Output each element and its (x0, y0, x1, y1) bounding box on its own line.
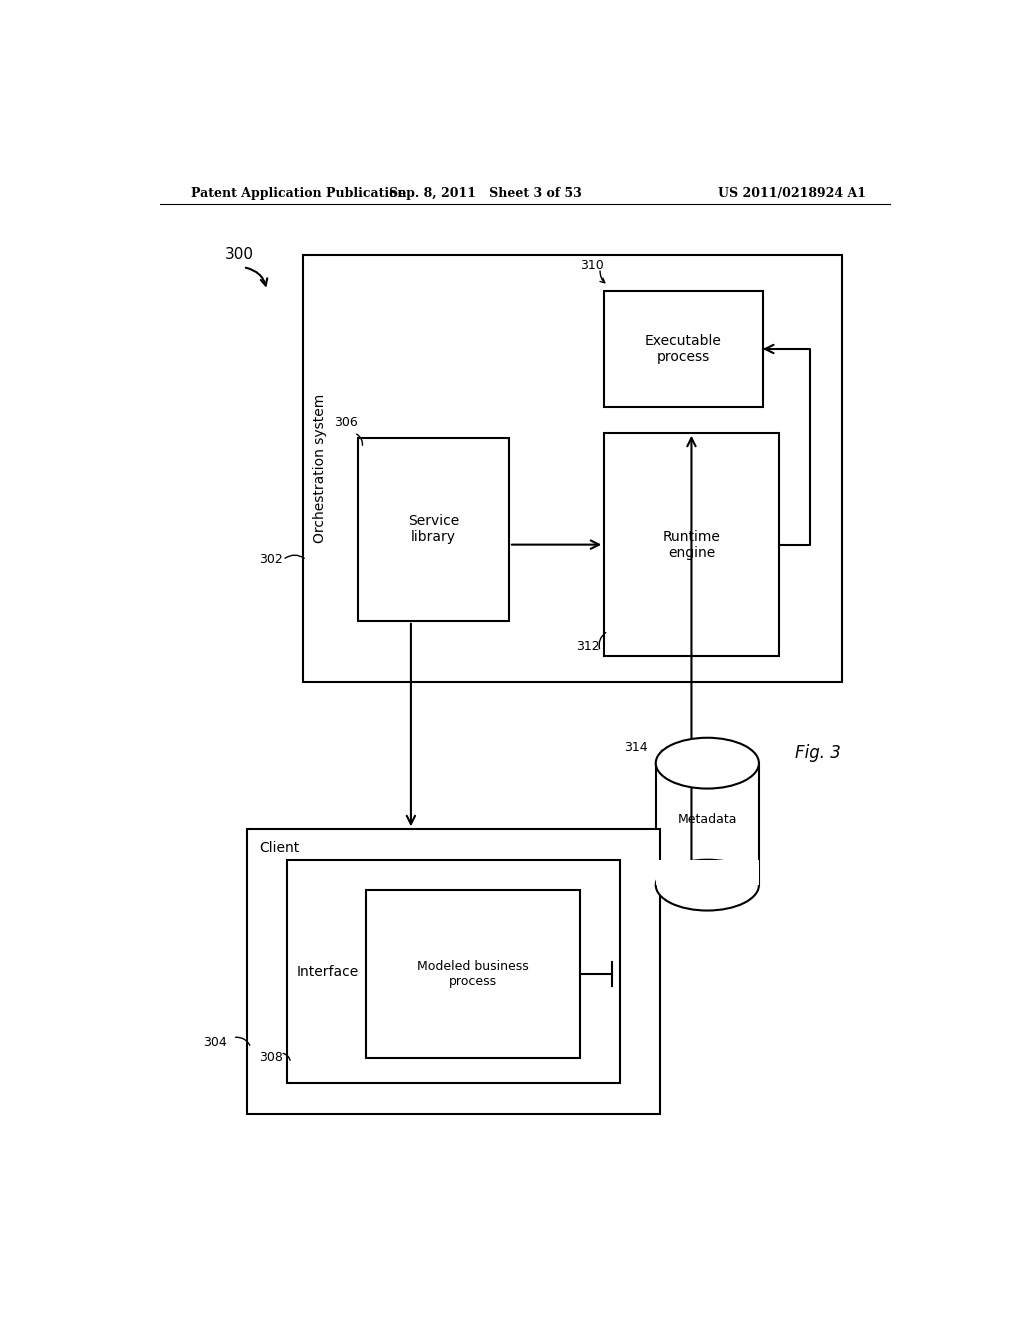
Text: 300: 300 (224, 247, 254, 263)
Text: Orchestration system: Orchestration system (313, 393, 327, 543)
Text: US 2011/0218924 A1: US 2011/0218924 A1 (718, 187, 866, 201)
FancyBboxPatch shape (287, 859, 620, 1084)
FancyBboxPatch shape (655, 859, 759, 886)
FancyBboxPatch shape (358, 438, 509, 620)
FancyBboxPatch shape (247, 829, 659, 1114)
Text: 310: 310 (581, 259, 604, 272)
Text: 314: 314 (624, 742, 648, 755)
FancyBboxPatch shape (604, 433, 778, 656)
Text: Executable
process: Executable process (645, 334, 722, 364)
FancyBboxPatch shape (303, 255, 842, 682)
Text: 308: 308 (259, 1052, 283, 1064)
Text: Metadata: Metadata (678, 813, 737, 825)
Text: Sep. 8, 2011   Sheet 3 of 53: Sep. 8, 2011 Sheet 3 of 53 (389, 187, 582, 201)
FancyBboxPatch shape (655, 763, 759, 886)
Text: 312: 312 (577, 640, 600, 653)
FancyBboxPatch shape (604, 290, 763, 408)
Text: 304: 304 (204, 1036, 227, 1049)
Text: Client: Client (259, 841, 299, 855)
Text: Runtime
engine: Runtime engine (663, 529, 721, 560)
Text: Fig. 3: Fig. 3 (796, 744, 842, 762)
Text: 306: 306 (335, 416, 358, 429)
Text: 302: 302 (259, 553, 283, 566)
FancyBboxPatch shape (367, 890, 581, 1057)
Text: Patent Application Publication: Patent Application Publication (191, 187, 407, 201)
Text: Interface: Interface (296, 965, 358, 978)
Ellipse shape (655, 738, 759, 788)
Text: Service
library: Service library (408, 515, 459, 544)
Text: Modeled business
process: Modeled business process (418, 960, 529, 989)
Ellipse shape (655, 859, 759, 911)
